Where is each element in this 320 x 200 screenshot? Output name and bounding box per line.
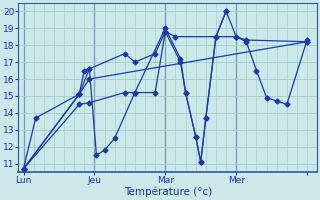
X-axis label: Température (°c): Température (°c): [124, 187, 212, 197]
